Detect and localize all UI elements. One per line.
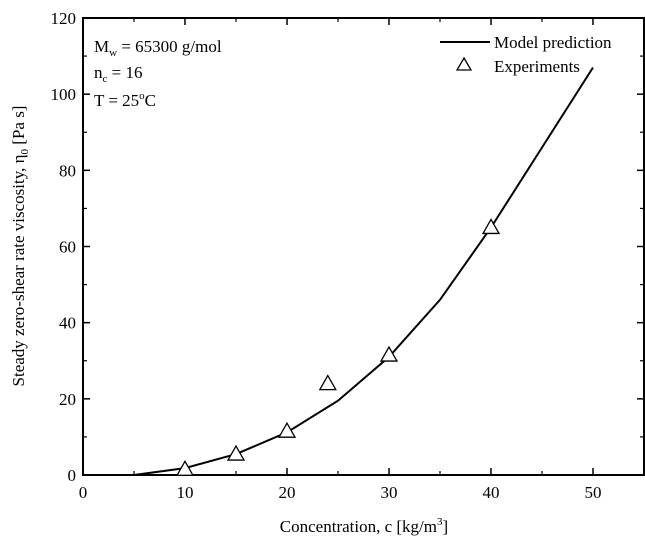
- experiment-point: [226, 444, 246, 461]
- y-tick-label-100: 100: [51, 85, 77, 104]
- model-prediction-line: [133, 66, 594, 476]
- x-tick-label-20: 20: [279, 483, 296, 502]
- x-axis-label: Concentration, c [kg/m3]: [280, 516, 448, 536]
- y-tick-label-20: 20: [59, 390, 76, 409]
- experiment-point: [481, 218, 501, 235]
- annotation-temperature: T = 25oC: [94, 90, 156, 110]
- experiment-point: [175, 459, 195, 476]
- legend: Model prediction Experiments: [440, 33, 612, 76]
- tick-labels: 0 10 20 30 40 50 0 20 40 60 80 100 120: [51, 9, 602, 502]
- annotation-mw: Mw = 65300 g/mol: [94, 37, 222, 59]
- y-axis-label: Steady zero-shear rate viscosity, η0 [Pa…: [9, 106, 31, 387]
- x-tick-label-0: 0: [79, 483, 88, 502]
- axis-ticks: [82, 17, 644, 476]
- legend-triangle-icon: [455, 56, 473, 71]
- x-tick-label-10: 10: [177, 483, 194, 502]
- plot-frame: [82, 17, 645, 476]
- annotation-nc: nc = 16: [94, 63, 142, 85]
- experiment-point: [318, 374, 337, 391]
- x-tick-label-30: 30: [381, 483, 398, 502]
- legend-label-model: Model prediction: [494, 33, 612, 52]
- y-tick-label-0: 0: [68, 466, 77, 485]
- x-tick-label-40: 40: [483, 483, 500, 502]
- y-tick-label-60: 60: [59, 238, 76, 257]
- y-tick-label-80: 80: [59, 161, 76, 180]
- y-tick-label-40: 40: [59, 314, 76, 333]
- experiment-point: [379, 345, 399, 362]
- experiment-point: [277, 421, 297, 438]
- y-tick-label-120: 120: [51, 9, 77, 28]
- legend-label-experiments: Experiments: [494, 57, 580, 76]
- x-tick-label-50: 50: [585, 483, 602, 502]
- experiment-markers: [175, 218, 501, 476]
